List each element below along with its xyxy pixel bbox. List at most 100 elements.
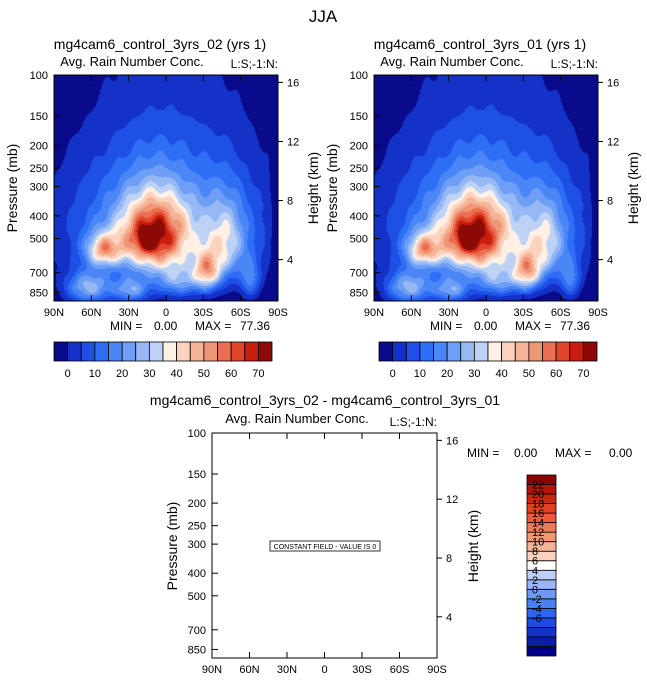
panel-diff-x-tick-label: 30S [352, 664, 372, 676]
panel-left-y2-tick-label: 4 [287, 255, 293, 267]
panel-left-colorbar-swatch [135, 341, 150, 362]
panel-diff-annotation: CONSTANT FIELD - VALUE IS 0 [274, 544, 377, 551]
panel-right-units: L:S;-1:N: [551, 57, 598, 71]
panel-right-colorbar-swatch [569, 341, 584, 362]
panel-left-min-label: MIN = [110, 319, 142, 333]
panel-diff-colorbar-label: 10 [532, 537, 544, 549]
panel-right-colorbar-label: 20 [441, 368, 453, 380]
panel-diff-y2label: Height (km) [465, 510, 481, 582]
panel-left-y-tick-label: 150 [30, 111, 48, 123]
panel-diff-x-tick-label: 0 [321, 664, 327, 676]
panel-left-x-tick-label: 60N [81, 307, 101, 319]
panel-left-colorbar-swatch [162, 341, 178, 362]
panel-right-x-tick-label: 60S [551, 307, 571, 319]
panel-left-y-tick-label: 250 [30, 163, 48, 175]
panel-left-max-value: 77.36 [240, 319, 270, 333]
panel-diff-colorbar-swatch [526, 646, 557, 657]
panel-diff-y-tick-label: 700 [188, 625, 206, 637]
panel-left-y-tick-label: 850 [30, 287, 48, 299]
panel-left-y2-tick-label: 16 [287, 77, 299, 89]
panel-left-y-tick-label: 500 [30, 234, 48, 246]
panel-diff-y2-tick-label: 8 [446, 553, 452, 565]
panel-diff-colorbar-label: 16 [532, 508, 544, 520]
panel-right-colorbar-swatch [378, 341, 394, 362]
panel-right-x-tick-label: 30S [514, 307, 534, 319]
panel-right-x-tick-label: 90S [588, 307, 608, 319]
panel-right-colorbar-swatch [487, 341, 503, 362]
panel-right-colorbar-label: 40 [496, 368, 508, 380]
panel-right-max-value: 77.36 [560, 319, 590, 333]
panel-right-colorbar-swatch [460, 341, 475, 362]
panel-left-colorbar-swatch [108, 341, 123, 362]
panel-right-x-tick-label: 90N [364, 307, 384, 319]
panel-right-y-tick-label: 400 [350, 211, 368, 223]
panel-right-axes: 90N 60N 30N 0 30S 60S 90S 100 150 200 250 300 400 500… [350, 70, 620, 319]
panel-left-colorbar-swatch [217, 341, 232, 362]
panel-left-min-value: 0.00 [154, 319, 178, 333]
panel-right-colorbar-label: 30 [468, 368, 480, 380]
panel-right-colorbar: 0 10 20 30 40 50 60 70 [378, 341, 598, 380]
panel-diff-y-tick-label: 500 [188, 591, 206, 603]
panel-left-colorbar-swatch [244, 341, 259, 362]
figure-title: JJA [309, 7, 338, 26]
panel-right-y-tick-label: 100 [350, 70, 368, 82]
panel-left-y2-tick-label: 12 [287, 136, 299, 148]
panel-left-colorbar-label: 0 [65, 368, 71, 380]
panel-right-y-tick-label: 850 [350, 287, 368, 299]
panel-diff-colorbar-label: 12 [532, 527, 544, 539]
panel-left-colorbar-label: 70 [252, 368, 264, 380]
panel-right-y-tick-label: 150 [350, 111, 368, 123]
panel-diff-y2-tick-label: 16 [446, 435, 458, 447]
panel-left-y2-tick-label: 8 [287, 196, 293, 208]
panel-left-heatmap [54, 75, 278, 301]
panel-diff-min-value: 0.00 [514, 446, 538, 460]
panel-right-colorbar-swatch [542, 341, 557, 362]
panel-diff-max-value: 0.00 [609, 446, 633, 460]
panel-right-colorbar-label: 10 [414, 368, 426, 380]
panel-right-colorbar-swatch [392, 341, 407, 362]
panel-diff-y-tick-label: 400 [188, 568, 206, 580]
panel-left-colorbar-swatch [189, 341, 205, 362]
panel-right-x-tick-label: 30N [439, 307, 459, 319]
panel-right-colorbar-swatch [555, 341, 571, 362]
panel-left-x-tick-label: 90S [268, 307, 288, 319]
panel-left-colorbar-label: 20 [116, 368, 128, 380]
panel-diff-colorbar-label: 14 [532, 518, 544, 530]
panel-diff-colorbar-swatch [526, 627, 557, 638]
panel-diff-ylabel: Pressure (mb) [164, 502, 180, 591]
panel-left-ylabel: Pressure (mb) [4, 144, 20, 233]
panel-diff-colorbar-label: 4 [532, 565, 538, 577]
panel-right-colorbar-swatch [514, 341, 530, 362]
panel-diff-colorbar-label: 22 [532, 480, 544, 492]
panel-right-colorbar-swatch [582, 341, 598, 362]
panel-right-max-label: MAX = [515, 319, 551, 333]
panel-left-y-tick-label: 400 [30, 211, 48, 223]
panel-diff-y-tick-label: 300 [188, 539, 206, 551]
panel-diff-min-label: MIN = [467, 446, 499, 460]
panel-right-y2-tick-label: 4 [607, 255, 613, 267]
panel-diff-colorbar-label: 2 [532, 575, 538, 587]
panel-left-colorbar-label: 40 [171, 368, 183, 380]
panel-diff-y-tick-label: 850 [188, 644, 206, 656]
panel-right-colorbar-swatch [446, 341, 462, 362]
panel-right-y2-tick-label: 16 [607, 77, 619, 89]
panel-diff-y2-tick-label: 12 [446, 494, 458, 506]
panel-left-colorbar-swatch [148, 341, 164, 362]
panel-diff-colorbar-swatch [526, 474, 557, 485]
panel-right-y-tick-label: 200 [350, 140, 368, 152]
panel-right: mg4cam6_control_3yrs_01 (yrs 1) Avg. Rai… [324, 36, 641, 380]
panel-diff-x-tick-label: 60N [239, 664, 259, 676]
panel-left-colorbar-label: 50 [198, 368, 210, 380]
panel-left-colorbar-swatch [176, 341, 191, 362]
panel-left-y-tick-label: 300 [30, 182, 48, 194]
panel-diff-colorbar-label: 20 [532, 489, 544, 501]
panel-left-colorbar-swatch [230, 341, 246, 362]
panel-diff-annotation-box [269, 540, 381, 552]
panel-diff-colorbar-label: -2 [532, 594, 542, 606]
panel-right-heatmap [374, 75, 598, 301]
panel-right-colorbar-label: 60 [550, 368, 562, 380]
panel-left-colorbar-swatch [203, 341, 218, 362]
panel-right-x-tick-label: 0 [483, 307, 489, 319]
panel-left-units: L:S;-1:N: [231, 57, 278, 71]
